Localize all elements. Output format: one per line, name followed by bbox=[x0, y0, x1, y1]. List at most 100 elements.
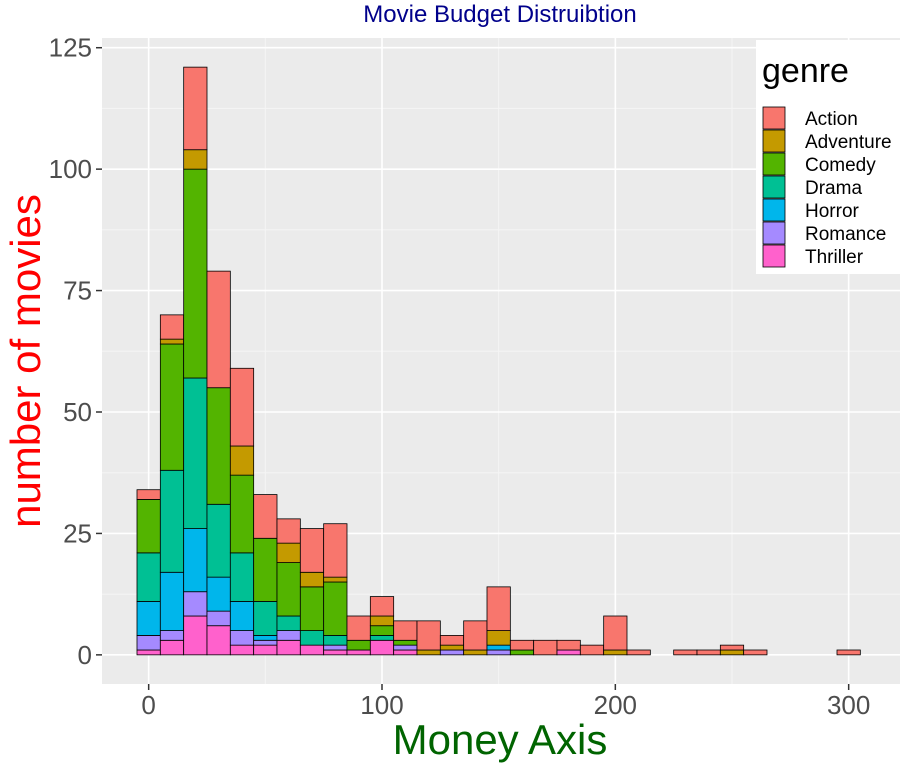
bar-comedy-bin-100 bbox=[369, 625, 395, 636]
bar-adventure-bin-250 bbox=[719, 649, 745, 656]
legend-items: ActionAdventureComedyDramaHorrorRomanceT… bbox=[762, 106, 892, 268]
y-tick-label: 100 bbox=[49, 154, 92, 184]
bar-drama-bin-50 bbox=[253, 601, 278, 636]
bar-adventure-bin-60 bbox=[276, 542, 301, 563]
bar-action-bin-150 bbox=[486, 586, 511, 631]
bar-action-bin-180 bbox=[556, 639, 581, 651]
legend-swatch-horror bbox=[762, 198, 786, 222]
legend-label-horror: Horror bbox=[805, 201, 860, 222]
bar-adventure-bin-10 bbox=[159, 338, 185, 345]
bar-action-bin-10 bbox=[159, 314, 185, 340]
bar-comedy-bin-20 bbox=[183, 168, 208, 379]
bar-romance-bin-30 bbox=[206, 610, 231, 627]
bar-action-bin-230 bbox=[673, 649, 698, 656]
bar-action-bin-30 bbox=[206, 270, 231, 389]
bar-romance-bin-50 bbox=[253, 639, 278, 646]
bar-romance-bin-80 bbox=[323, 644, 348, 651]
legend-swatch-adventure bbox=[762, 129, 786, 153]
bar-action-bin-70 bbox=[299, 528, 325, 573]
y-tick-label: 25 bbox=[63, 518, 92, 548]
bar-action-bin-140 bbox=[463, 620, 488, 651]
bar-thriller-bin-110 bbox=[393, 649, 418, 656]
bar-horror-bin-40 bbox=[229, 601, 255, 631]
bar-action-bin-60 bbox=[276, 518, 301, 544]
bar-action-bin-190 bbox=[579, 644, 605, 656]
bar-comedy-bin-80 bbox=[323, 581, 348, 636]
legend-swatch-romance bbox=[762, 221, 786, 245]
bar-thriller-bin-40 bbox=[229, 644, 255, 656]
bar-adventure-bin-200 bbox=[603, 649, 628, 656]
bar-action-bin-110 bbox=[393, 620, 418, 641]
bar-adventure-bin-150 bbox=[486, 630, 511, 646]
bar-adventure-bin-80 bbox=[323, 576, 348, 583]
bar-action-bin-300 bbox=[836, 649, 861, 656]
bar-horror-bin-50 bbox=[253, 635, 278, 641]
bar-thriller-bin-180 bbox=[556, 649, 581, 656]
bar-thriller-bin-0 bbox=[136, 649, 161, 656]
legend-label-thriller: Thriller bbox=[805, 247, 864, 268]
bar-adventure-bin-120 bbox=[416, 649, 441, 656]
bar-drama-bin-70 bbox=[299, 630, 325, 646]
bar-thriller-bin-100 bbox=[369, 639, 395, 656]
bar-drama-bin-100 bbox=[369, 635, 395, 641]
bar-comedy-bin-160 bbox=[509, 649, 535, 656]
bar-thriller-bin-60 bbox=[276, 639, 301, 656]
x-tick-label: 300 bbox=[827, 690, 870, 720]
bar-thriller-bin-90 bbox=[346, 649, 371, 656]
bar-action-bin-40 bbox=[229, 367, 255, 447]
legend-swatch-comedy bbox=[762, 152, 786, 176]
bar-adventure-bin-130 bbox=[439, 644, 465, 651]
y-axis-label: number of movies bbox=[2, 194, 49, 528]
bar-romance-bin-130 bbox=[439, 649, 465, 656]
bar-romance-bin-10 bbox=[159, 630, 185, 641]
bar-comedy-bin-70 bbox=[299, 586, 325, 631]
bar-action-bin-130 bbox=[439, 635, 465, 646]
bar-action-bin-160 bbox=[509, 639, 535, 651]
bar-romance-bin-0 bbox=[136, 635, 161, 651]
bar-adventure-bin-20 bbox=[183, 149, 208, 170]
bar-drama-bin-40 bbox=[229, 552, 255, 602]
x-tick-label: 200 bbox=[594, 690, 637, 720]
bar-comedy-bin-110 bbox=[393, 639, 418, 646]
bar-adventure-bin-70 bbox=[299, 571, 325, 588]
x-axis-ticks: 0 100 200 300 bbox=[141, 684, 870, 720]
bar-horror-bin-10 bbox=[159, 571, 185, 631]
x-tick-label: 100 bbox=[360, 690, 403, 720]
bar-drama-bin-30 bbox=[206, 503, 231, 578]
bar-horror-bin-0 bbox=[136, 601, 161, 636]
legend-swatch-action bbox=[762, 106, 786, 130]
bar-thriller-bin-10 bbox=[159, 639, 185, 656]
bar-action-bin-250 bbox=[719, 644, 745, 651]
bar-thriller-bin-50 bbox=[253, 644, 278, 656]
bar-drama-bin-10 bbox=[159, 469, 185, 573]
bar-horror-bin-30 bbox=[206, 576, 231, 612]
bar-action-bin-260 bbox=[743, 649, 768, 656]
bar-thriller-bin-80 bbox=[323, 649, 348, 656]
bar-action-bin-170 bbox=[533, 639, 558, 656]
bar-action-bin-200 bbox=[603, 615, 628, 651]
legend-label-romance: Romance bbox=[805, 224, 886, 245]
bar-romance-bin-150 bbox=[486, 649, 511, 656]
bar-comedy-bin-60 bbox=[276, 562, 301, 617]
bar-drama-bin-0 bbox=[136, 552, 161, 602]
bar-romance-bin-110 bbox=[393, 644, 418, 651]
bar-horror-bin-20 bbox=[183, 528, 208, 593]
bar-action-bin-90 bbox=[346, 615, 371, 641]
x-tick-label: 0 bbox=[141, 690, 155, 720]
bar-action-bin-50 bbox=[253, 494, 278, 539]
x-axis-label: Money Axis bbox=[393, 716, 608, 763]
legend-swatch-drama bbox=[762, 175, 786, 199]
bar-drama-bin-20 bbox=[183, 377, 208, 529]
bar-romance-bin-60 bbox=[276, 630, 301, 641]
bar-thriller-bin-70 bbox=[299, 644, 325, 656]
y-tick-label: 75 bbox=[63, 276, 92, 306]
bar-comedy-bin-90 bbox=[346, 639, 371, 651]
legend: genre ActionAdventureComedyDramaHorrorRo… bbox=[756, 40, 900, 274]
bar-romance-bin-20 bbox=[183, 591, 208, 617]
bar-horror-bin-150 bbox=[486, 644, 511, 651]
histogram-bars bbox=[136, 66, 861, 656]
y-axis-ticks: 0 25 50 75 100 125 bbox=[49, 33, 102, 670]
bar-comedy-bin-30 bbox=[206, 387, 231, 505]
legend-label-adventure: Adventure bbox=[805, 132, 892, 153]
y-tick-label: 125 bbox=[49, 33, 92, 63]
